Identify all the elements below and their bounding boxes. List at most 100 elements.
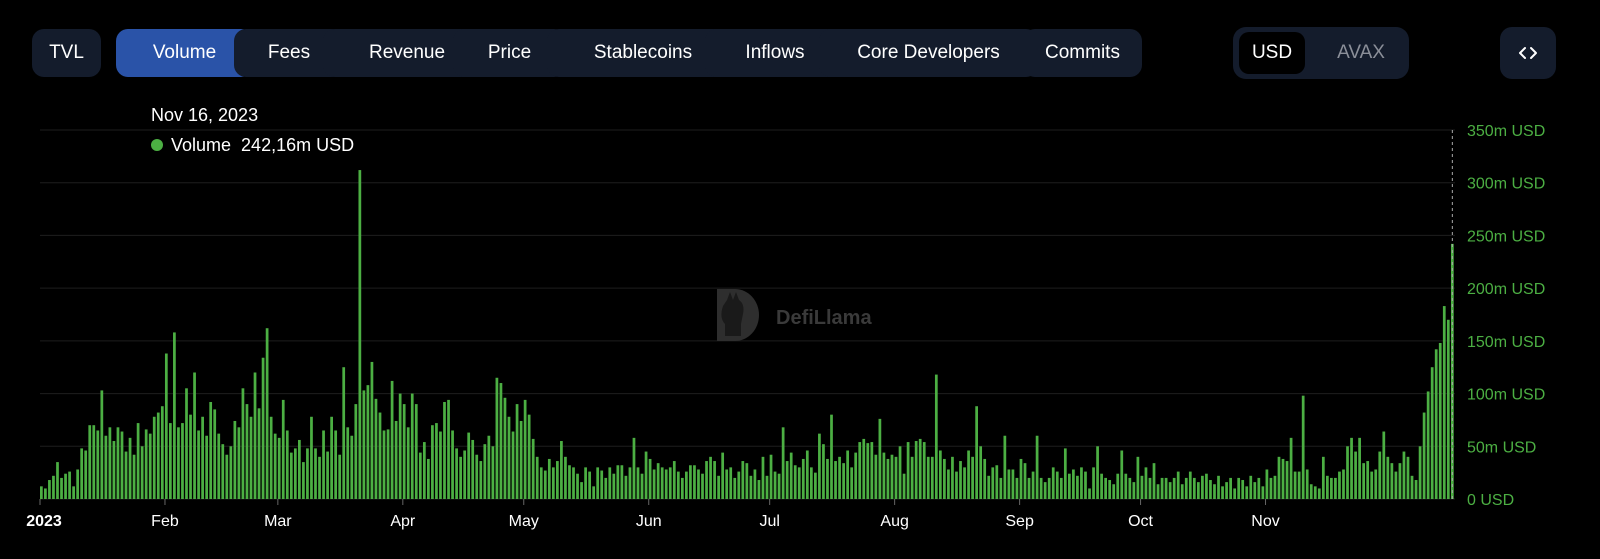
volume-bar[interactable] xyxy=(640,473,644,499)
volume-bar[interactable] xyxy=(164,353,168,499)
volume-bar[interactable] xyxy=(938,450,942,500)
volume-bar[interactable] xyxy=(100,390,104,499)
volume-bar[interactable] xyxy=(132,454,136,499)
volume-bar[interactable] xyxy=(68,471,71,499)
volume-bar[interactable] xyxy=(44,488,47,499)
volume-bar[interactable] xyxy=(265,328,269,499)
volume-bar[interactable] xyxy=(1233,488,1237,499)
volume-bar[interactable] xyxy=(814,472,817,499)
volume-bar[interactable] xyxy=(620,465,624,499)
volume-bar[interactable] xyxy=(902,473,906,499)
volume-bar[interactable] xyxy=(709,456,712,499)
volume-bar[interactable] xyxy=(1358,437,1361,499)
volume-bar[interactable] xyxy=(463,450,467,500)
volume-bar[interactable] xyxy=(1269,477,1273,499)
tab-core-developers[interactable]: Core Developers xyxy=(819,29,1038,77)
volume-bar[interactable] xyxy=(1209,480,1212,499)
volume-bar[interactable] xyxy=(1257,477,1261,499)
volume-bar[interactable] xyxy=(1229,477,1232,499)
volume-bar[interactable] xyxy=(959,461,962,499)
volume-bar[interactable] xyxy=(1330,477,1333,499)
volume-bar[interactable] xyxy=(757,480,761,499)
volume-bar[interactable] xyxy=(185,388,188,499)
volume-bar[interactable] xyxy=(346,427,350,499)
volume-bar[interactable] xyxy=(1378,451,1382,499)
volume-bar[interactable] xyxy=(918,438,922,499)
volume-bar[interactable] xyxy=(580,482,583,499)
volume-bar[interactable] xyxy=(233,420,237,499)
volume-bar[interactable] xyxy=(1394,471,1398,499)
volume-bar[interactable] xyxy=(447,399,450,499)
volume-bar[interactable] xyxy=(237,427,241,499)
volume-bar[interactable] xyxy=(92,425,96,499)
volume-bar[interactable] xyxy=(1241,480,1245,499)
volume-bar[interactable] xyxy=(983,458,987,499)
volume-bar[interactable] xyxy=(431,425,434,499)
volume-bar[interactable] xyxy=(1237,477,1241,499)
volume-bar[interactable] xyxy=(1402,451,1406,499)
volume-bar[interactable] xyxy=(217,433,221,499)
volume-bar[interactable] xyxy=(1124,473,1128,499)
volume-bar[interactable] xyxy=(1374,469,1378,499)
volume-bar[interactable] xyxy=(906,442,910,499)
volume-bar[interactable] xyxy=(302,462,305,499)
volume-bar[interactable] xyxy=(1285,461,1289,499)
volume-bar[interactable] xyxy=(592,486,596,499)
volume-bar[interactable] xyxy=(213,409,217,499)
volume-bar[interactable] xyxy=(680,477,684,499)
volume-bar[interactable] xyxy=(656,463,660,499)
volume-bar[interactable] xyxy=(741,461,745,499)
volume-bar[interactable] xyxy=(556,461,559,499)
volume-bar[interactable] xyxy=(269,416,273,499)
volume-bar[interactable] xyxy=(1289,437,1293,499)
volume-bar[interactable] xyxy=(459,456,462,499)
volume-bar[interactable] xyxy=(112,441,116,499)
volume-bar[interactable] xyxy=(809,467,813,499)
volume-bar[interactable] xyxy=(152,416,156,499)
volume-bar[interactable] xyxy=(1422,412,1426,499)
volume-bar[interactable] xyxy=(261,357,265,499)
volume-bar[interactable] xyxy=(253,372,257,499)
volume-bar[interactable] xyxy=(1076,475,1079,499)
tab-commits[interactable]: Commits xyxy=(1023,29,1142,77)
volume-bar[interactable] xyxy=(644,451,648,499)
volume-bar[interactable] xyxy=(1350,437,1353,499)
volume-bar[interactable] xyxy=(1213,484,1216,499)
volume-bar[interactable] xyxy=(1442,306,1446,499)
volume-bar[interactable] xyxy=(40,486,43,499)
volume-bar[interactable] xyxy=(455,448,458,499)
volume-bar[interactable] xyxy=(410,393,414,499)
volume-bar[interactable] xyxy=(793,465,797,499)
volume-bar[interactable] xyxy=(689,465,692,499)
volume-bar[interactable] xyxy=(1414,480,1418,499)
volume-bar[interactable] xyxy=(342,367,346,499)
volume-bar[interactable] xyxy=(971,456,974,499)
volume-bar[interactable] xyxy=(169,423,172,499)
volume-bar[interactable] xyxy=(705,461,708,499)
volume-bar[interactable] xyxy=(1309,484,1313,499)
volume-bar[interactable] xyxy=(862,438,866,499)
volume-bar[interactable] xyxy=(805,450,809,500)
volume-bar[interactable] xyxy=(773,471,777,499)
volume-bar[interactable] xyxy=(531,438,535,499)
volume-bar[interactable] xyxy=(628,467,632,499)
volume-bar[interactable] xyxy=(310,416,313,499)
volume-bar[interactable] xyxy=(479,461,483,499)
volume-bar[interactable] xyxy=(914,441,918,499)
tab-volume[interactable]: Volume xyxy=(116,29,253,77)
volume-bar[interactable] xyxy=(427,458,430,499)
volume-bar[interactable] xyxy=(422,442,426,499)
volume-bar[interactable] xyxy=(1334,477,1337,499)
volume-bar[interactable] xyxy=(1354,451,1357,499)
volume-bar[interactable] xyxy=(273,433,277,499)
volume-bar[interactable] xyxy=(894,456,898,499)
volume-bar[interactable] xyxy=(664,469,668,499)
volume-bar[interactable] xyxy=(1249,475,1253,499)
volume-bar[interactable] xyxy=(249,416,253,499)
volume-bar[interactable] xyxy=(999,477,1003,499)
volume-bar[interactable] xyxy=(930,456,934,499)
volume-bar[interactable] xyxy=(858,442,862,499)
volume-bar[interactable] xyxy=(241,388,245,499)
volume-bar[interactable] xyxy=(378,412,382,499)
volume-bar[interactable] xyxy=(604,477,608,499)
